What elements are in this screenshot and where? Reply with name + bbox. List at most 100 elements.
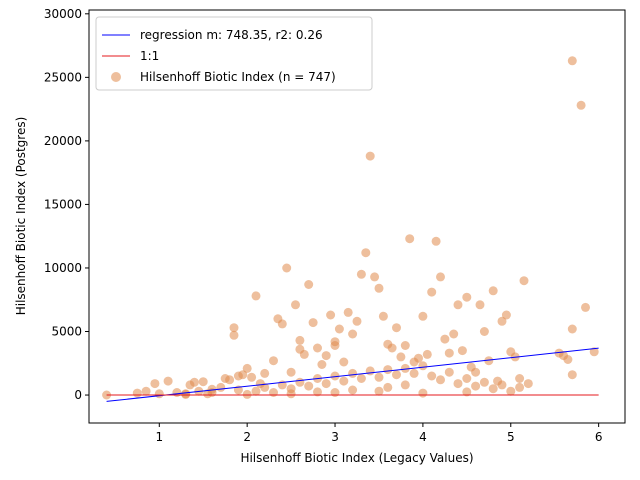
scatter-point [356, 374, 366, 383]
scatter-point [400, 341, 410, 350]
scatter-point [497, 316, 507, 326]
scatter-point [352, 316, 362, 326]
scatter-point [269, 356, 278, 366]
scatter-point [409, 368, 419, 378]
x-tick-label: 4 [419, 430, 427, 444]
legend-points-label: Hilsenhoff Biotic Index (n = 747) [140, 70, 336, 84]
scatter-point [242, 389, 252, 399]
y-axis-label: Hilsenhoff Biotic Index (Postgres) [14, 117, 28, 316]
scatter-point [339, 376, 349, 386]
scatter-point [260, 382, 270, 392]
scatter-point [321, 351, 331, 361]
scatter-point [449, 329, 459, 339]
scatter-point [247, 372, 257, 382]
scatter-point [361, 248, 371, 258]
x-axis-ticks: 1 2 3 4 5 6 [155, 423, 602, 444]
scatter-point [462, 374, 472, 383]
scatter-point [326, 310, 336, 320]
legend-box [95, 16, 373, 91]
y-tick-label: 30000 [44, 7, 82, 21]
scatter-point [374, 386, 384, 396]
scatter-point [414, 353, 423, 363]
scatter-point [189, 377, 199, 387]
y-tick-label: 15000 [44, 197, 82, 211]
plot-frame [88, 9, 626, 424]
scatter-point [356, 269, 366, 279]
scatter-point [436, 375, 445, 385]
scatter-point [141, 386, 151, 396]
scatter-point [471, 381, 481, 391]
y-axis-ticks: 0 5000 10000 15000 20000 25000 30000 [44, 7, 89, 402]
scatter-point [418, 361, 428, 371]
scatter-point [392, 323, 401, 333]
scatter-point [374, 372, 384, 382]
scatter-point [444, 367, 454, 377]
scatter-point [501, 310, 511, 320]
scatter-point [163, 376, 173, 386]
scatter-point [479, 327, 489, 336]
scatter-point [567, 370, 577, 380]
scatter-point [291, 300, 300, 310]
x-tick-label: 1 [155, 430, 163, 444]
scatter-point [150, 379, 160, 389]
regression-line [106, 347, 599, 402]
legend-points-swatch [111, 72, 121, 82]
y-tick-label: 0 [74, 388, 82, 402]
scatter-point [589, 347, 599, 357]
scatter-point [365, 366, 375, 376]
scatter-point [383, 382, 393, 392]
scatter-point [330, 371, 340, 381]
scatter-point [172, 388, 182, 397]
scatter-point [392, 370, 401, 380]
scatter-point [519, 276, 529, 286]
scatter-point [260, 368, 270, 378]
y-tick-label: 10000 [44, 261, 82, 275]
y-tick-label: 5000 [51, 325, 82, 339]
scatter-point [576, 100, 586, 110]
scatter-point [198, 377, 208, 387]
scatter-point [475, 300, 485, 310]
scatter-point [479, 377, 489, 387]
scatter-points [102, 56, 599, 400]
scatter-point [334, 324, 344, 334]
scatter-point [282, 263, 292, 273]
scatter-point [374, 283, 384, 293]
x-tick-label: 2 [243, 430, 251, 444]
scatter-point [286, 367, 296, 377]
scatter-point [471, 367, 481, 377]
scatter-point [308, 318, 318, 328]
scatter-point [462, 292, 472, 302]
scatter-point [181, 389, 191, 399]
scatter-point [383, 365, 393, 375]
scatter-point [154, 389, 164, 399]
scatter-point [330, 341, 340, 350]
legend-identity-label: 1:1 [140, 49, 159, 63]
x-axis-label: Hilsenhoff Biotic Index (Legacy Values) [240, 451, 473, 465]
scatter-point [418, 311, 428, 321]
scatter-point [444, 348, 454, 358]
scatter-point [563, 355, 573, 364]
scatter-point [427, 371, 437, 381]
x-tick-label: 6 [595, 430, 603, 444]
legend-regression-label: regression m: 748.35, r2: 0.26 [140, 28, 323, 42]
scatter-point [348, 368, 358, 378]
scatter-point [462, 387, 472, 397]
scatter-point [427, 287, 437, 297]
scatter-point [299, 349, 309, 359]
x-tick-label: 3 [331, 430, 339, 444]
scatter-point [132, 388, 142, 398]
scatter-point [431, 236, 441, 246]
scatter-point [523, 379, 533, 389]
scatter-point [321, 379, 331, 389]
scatter-point [229, 330, 239, 340]
scatter-point [313, 343, 322, 353]
scatter-point [436, 272, 445, 282]
scatter-point [277, 319, 287, 329]
scatter-point [304, 280, 314, 289]
scatter-point [400, 363, 410, 373]
scatter-point [378, 311, 388, 321]
scatter-point [370, 272, 380, 282]
scatter-point [488, 286, 498, 296]
scatter-point [242, 363, 252, 373]
scatter-point [317, 360, 327, 369]
